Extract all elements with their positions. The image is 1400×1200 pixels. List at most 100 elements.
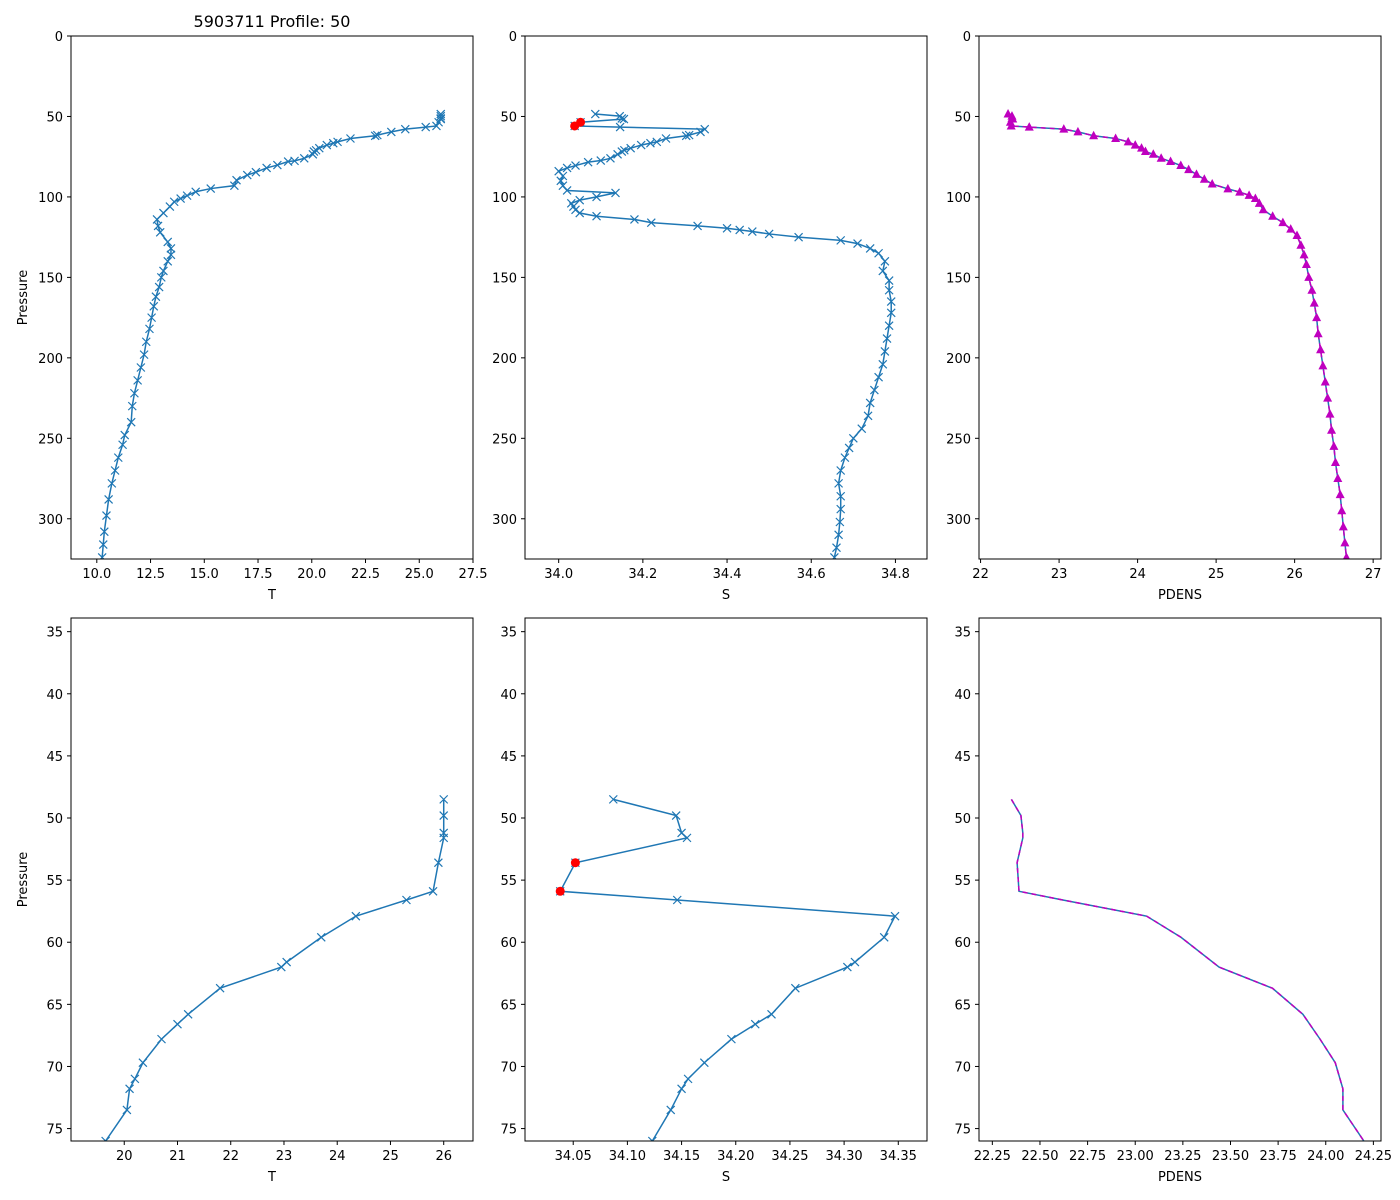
data-point (884, 321, 894, 331)
y-tick-label: 45 (954, 750, 971, 765)
data-point (155, 227, 165, 237)
data-point (790, 983, 800, 993)
data-point (682, 833, 692, 843)
data-point (1166, 156, 1176, 166)
data-point (794, 232, 804, 242)
x-tick-label: 22 (222, 1149, 239, 1164)
data-point (156, 272, 166, 282)
data-point (1320, 376, 1330, 386)
x-tick-label: 34.30 (825, 1149, 862, 1164)
data-point (617, 147, 627, 156)
x-tick-label: 34.2 (628, 567, 657, 582)
y-tick-label: 100 (38, 191, 63, 206)
x-tick-label: 34.25 (771, 1149, 808, 1164)
data-point (372, 130, 382, 140)
data-point (1316, 344, 1326, 354)
data-point (1254, 198, 1264, 207)
x-tick-label: 24.00 (1307, 1149, 1344, 1164)
data-point (672, 895, 682, 905)
data-point (863, 411, 873, 421)
data-point (556, 176, 566, 186)
data-point (1299, 249, 1309, 259)
data-point (1207, 179, 1217, 188)
data-point (1235, 187, 1245, 196)
data-point (882, 334, 892, 343)
data-point (98, 540, 108, 549)
data-point (153, 221, 163, 231)
y-tick-label: 70 (500, 1060, 517, 1075)
data-point (139, 350, 149, 360)
y-tick-label: 0 (55, 30, 63, 45)
data-point (309, 147, 319, 156)
data-point (646, 138, 655, 148)
y-tick-label: 50 (500, 812, 517, 827)
data-point (1325, 409, 1335, 418)
data-point (619, 114, 629, 124)
data-point (571, 161, 580, 170)
plot-frame (70, 617, 474, 1142)
panel-bottom-s: 34.05 34.10 34.15 34.20 34.25 34.30 34.35 35 40 4… (500, 617, 928, 1185)
data-point (613, 149, 623, 159)
x-tick-label: 23 (276, 1149, 293, 1164)
data-point (322, 140, 332, 150)
data-point (346, 134, 355, 143)
chart-title: 5903711 Profile: 50 (194, 12, 351, 31)
data-point (836, 491, 846, 501)
data-point (853, 239, 862, 249)
series-line (1010, 798, 1365, 1141)
data-point (615, 122, 625, 132)
data-point (110, 466, 120, 475)
data-point (592, 211, 601, 221)
data-point (166, 243, 176, 253)
data-point (848, 433, 858, 443)
x-axis-label: S (722, 588, 730, 603)
data-point (836, 466, 846, 475)
x-tick-label: 22.5 (351, 567, 380, 582)
data-point (176, 194, 186, 203)
data-point (159, 266, 168, 276)
data-point (850, 957, 860, 967)
data-point (874, 372, 884, 382)
data-point (370, 131, 380, 141)
y-tick-label: 200 (492, 352, 517, 367)
series-line (559, 798, 897, 1141)
y-tick-label: 200 (946, 352, 971, 367)
data-point (1338, 521, 1348, 531)
x-tick-label: 24 (329, 1149, 346, 1164)
data-point (136, 363, 146, 372)
data-point (606, 153, 615, 163)
data-point (647, 1136, 657, 1141)
data-point (700, 124, 710, 134)
data-point (1304, 272, 1314, 281)
data-point (1148, 149, 1158, 158)
y-tick-label: 100 (946, 191, 971, 206)
data-point (767, 1009, 776, 1019)
panel-bottom-pdens: 22.25 22.50 22.75 23.00 23.25 23.50 23.75 24.00… (954, 617, 1392, 1185)
data-point (126, 417, 136, 427)
data-point (251, 167, 261, 177)
y-tick-label: 70 (46, 1060, 63, 1075)
data-point (328, 138, 338, 148)
x-tick-label: 23 (1051, 567, 1068, 582)
data-point (191, 187, 201, 197)
data-point (107, 478, 117, 488)
plot-frame (978, 617, 1382, 1142)
data-point (272, 160, 282, 170)
y-tick-label: 40 (954, 688, 971, 703)
data-point (138, 1058, 148, 1068)
data-point (122, 1105, 132, 1115)
series-line (104, 799, 445, 1141)
x-tick-label: 34.05 (555, 1149, 592, 1164)
x-tick-label: 27 (1365, 567, 1382, 582)
data-point (262, 163, 272, 173)
data-point (78, 1157, 86, 1165)
data-point (583, 157, 593, 167)
data-point (104, 495, 114, 504)
y-tick-label: 75 (954, 1123, 971, 1138)
data-point (1073, 126, 1083, 136)
y-tick-label: 50 (954, 110, 971, 125)
data-point (1323, 393, 1333, 402)
data-point (436, 111, 446, 121)
data-point (747, 227, 757, 236)
data-point (1327, 425, 1337, 434)
